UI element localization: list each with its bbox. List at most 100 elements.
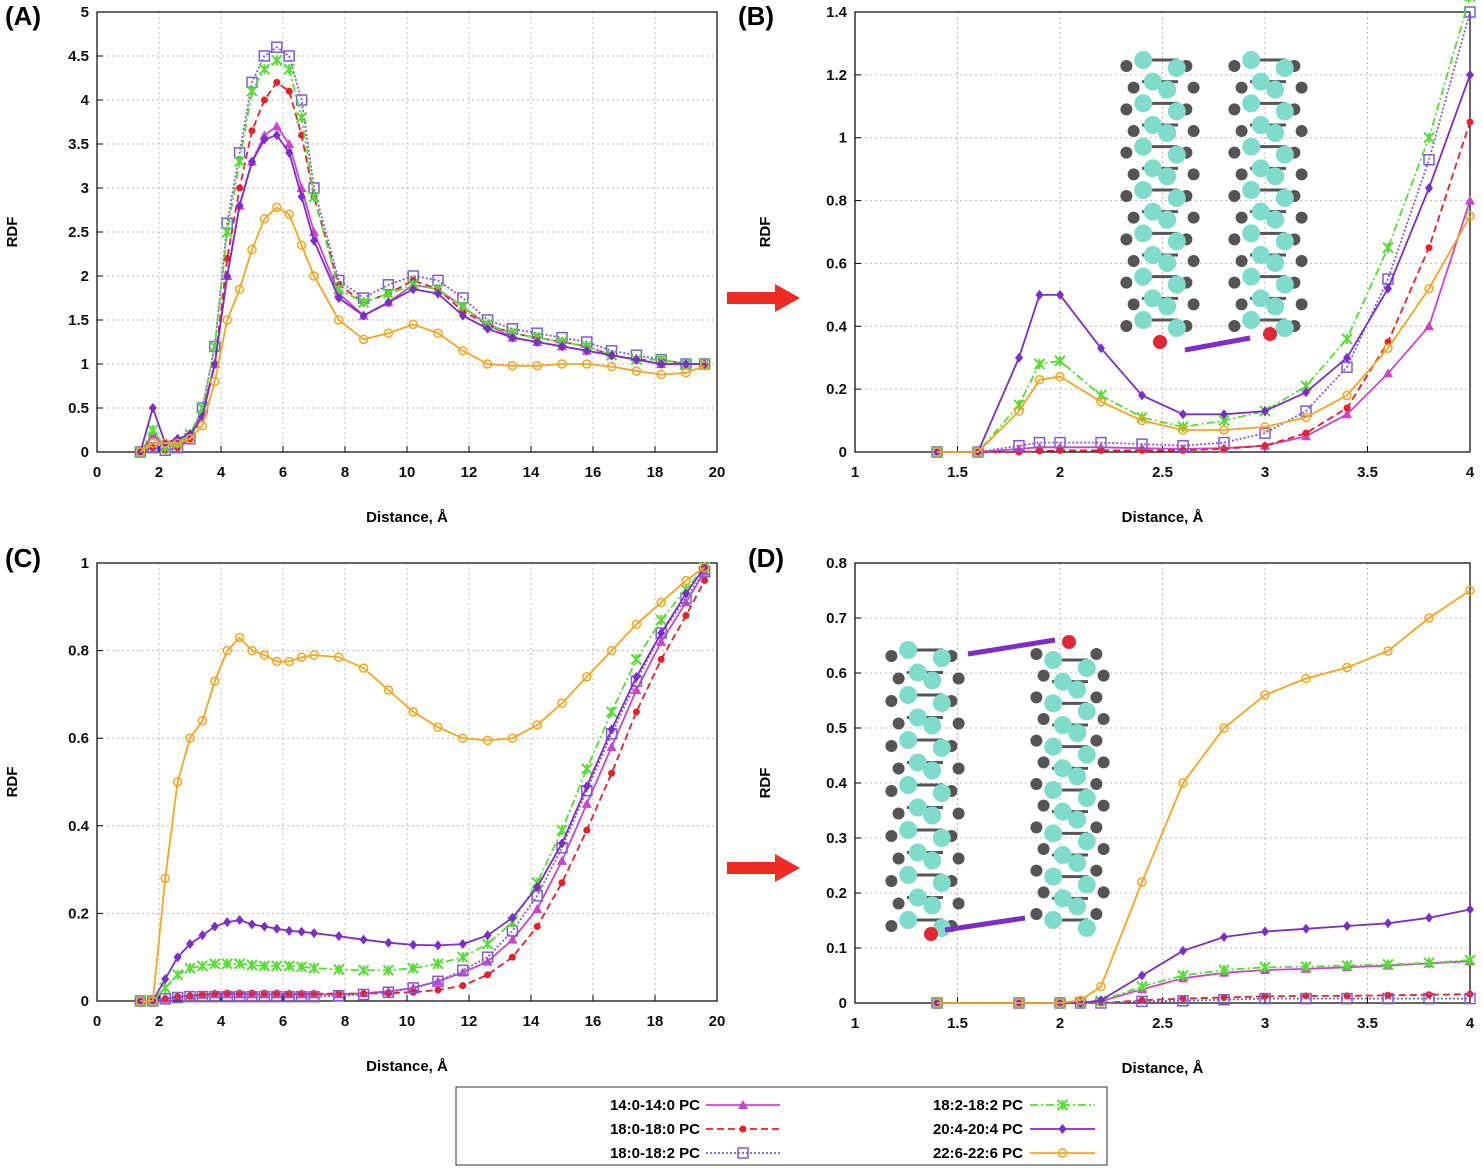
h-atom (1295, 298, 1308, 311)
c-atom (1077, 659, 1096, 677)
panel-label: (B) (738, 1, 774, 31)
marker (1136, 980, 1148, 993)
y-tick-label: 0.6 (826, 255, 847, 272)
marker (135, 996, 146, 1006)
h-atom (1120, 146, 1133, 159)
marker (1014, 406, 1024, 416)
c-atom (1167, 232, 1186, 251)
marker (459, 982, 467, 990)
marker (1383, 368, 1393, 378)
marker (235, 200, 244, 211)
plot-frame (854, 11, 1471, 453)
marker (483, 930, 492, 941)
marker (483, 323, 492, 334)
marker (608, 769, 616, 777)
c-atom (1044, 781, 1063, 799)
h-atom (885, 830, 898, 842)
marker (701, 577, 709, 585)
c-atom (1053, 759, 1072, 778)
marker (258, 960, 271, 972)
marker (558, 341, 566, 352)
c-atom (923, 671, 942, 690)
marker (656, 597, 666, 608)
y-tick-label: 0 (839, 444, 847, 461)
c-atom (1068, 854, 1087, 872)
marker (582, 359, 592, 369)
c-atom (932, 829, 951, 847)
series-line (937, 215, 1471, 453)
c-atom (1251, 202, 1270, 221)
marker (296, 240, 307, 250)
y-tick-label: 0 (81, 993, 89, 1010)
c-atom (1242, 51, 1261, 69)
marker (382, 287, 395, 300)
y-tick-label: 0.4 (68, 818, 90, 835)
marker (1179, 409, 1187, 420)
marker (1465, 211, 1475, 222)
marker (582, 781, 591, 792)
c-atom (1068, 810, 1087, 829)
x-tick-label: 0 (93, 1013, 101, 1030)
h-atom (1120, 190, 1133, 202)
h-atom (885, 740, 898, 752)
x-tick-label: 1 (851, 464, 859, 481)
marker (223, 917, 232, 928)
marker (738, 1100, 748, 1109)
c-atom (1251, 246, 1270, 264)
c-atom (1068, 724, 1087, 742)
c-atom (1242, 267, 1261, 286)
marker (171, 969, 184, 981)
c-atom (899, 911, 918, 929)
y-tick-label: 0.2 (68, 905, 89, 922)
h-atom (952, 807, 965, 820)
marker (699, 562, 710, 573)
marker (172, 438, 183, 448)
plot-frame (96, 11, 718, 453)
c-atom (923, 716, 942, 735)
marker (333, 963, 345, 976)
c-atom (1143, 202, 1162, 221)
marker (383, 685, 394, 695)
c-atom (1167, 59, 1186, 77)
c-atom (1053, 672, 1072, 691)
marker (582, 672, 592, 682)
marker (1424, 283, 1434, 294)
c-atom (1143, 72, 1162, 91)
marker (433, 722, 443, 732)
marker (334, 931, 343, 942)
marker (259, 650, 270, 660)
h-atom (1037, 843, 1050, 855)
c-atom (1242, 311, 1261, 329)
marker (1219, 723, 1229, 733)
x-tick-label: 6 (279, 1013, 287, 1030)
marker (606, 361, 617, 372)
h-atom (952, 762, 965, 775)
marker (507, 733, 518, 743)
marker (533, 923, 541, 931)
marker (235, 914, 244, 925)
panel-label: (D) (748, 543, 784, 573)
h-atom (1235, 255, 1248, 267)
panel-label: (A) (5, 1, 41, 31)
marker (434, 288, 442, 299)
marker (1300, 960, 1312, 973)
marker (1260, 690, 1270, 700)
marker (1466, 118, 1474, 126)
x-tick-label: 2 (1056, 464, 1064, 481)
c-atom (1158, 210, 1177, 229)
marker (1464, 0, 1476, 2)
marker (234, 632, 245, 643)
h-atom (1097, 886, 1110, 899)
c-atom (1134, 311, 1153, 329)
marker (657, 359, 666, 369)
red-atom (1153, 335, 1167, 349)
marker (148, 403, 157, 413)
c-atom (899, 686, 918, 704)
marker (682, 359, 690, 369)
c-atom (1251, 116, 1270, 134)
y-tick-label: 2 (81, 268, 89, 285)
c-atom (1134, 51, 1153, 69)
c-atom (1077, 832, 1096, 851)
marker (272, 130, 281, 141)
x-tick-label: 10 (399, 464, 416, 481)
